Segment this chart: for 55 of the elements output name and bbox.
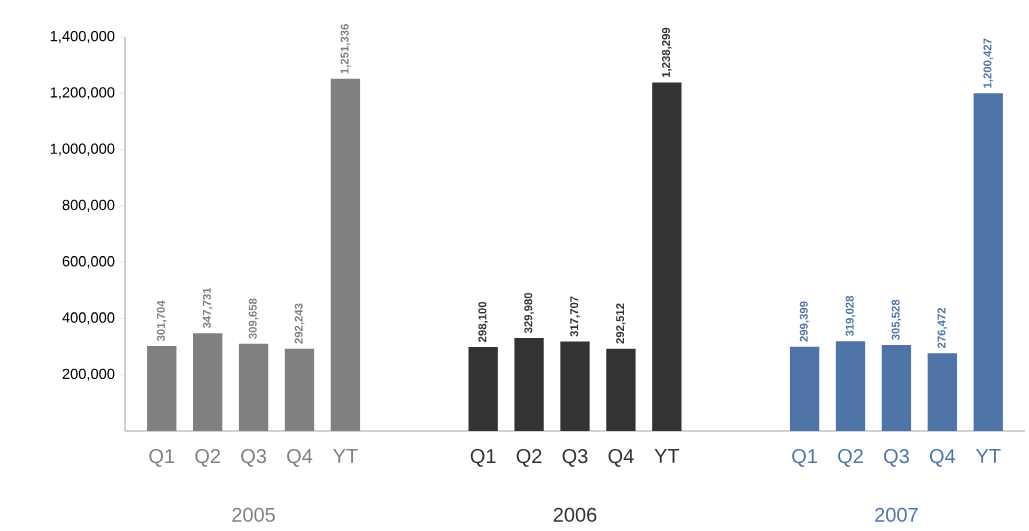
data-label: 317,707	[570, 296, 580, 337]
y-tick-label: 200,000	[62, 368, 115, 381]
x-tick-label: YT	[975, 449, 1001, 463]
data-label: 329,980	[524, 292, 534, 334]
data-label: 299,399	[799, 301, 810, 342]
data-label: 276,472	[937, 307, 948, 349]
text: 2005	[232, 507, 275, 522]
data-label: 292,243	[294, 303, 305, 344]
data-label: 1,238,299	[662, 27, 672, 78]
bar	[606, 348, 636, 431]
bar	[192, 333, 223, 431]
y-tick-label: 400,000	[62, 312, 115, 325]
bar	[514, 338, 544, 431]
bar	[927, 353, 958, 431]
bar	[284, 348, 315, 431]
data-label: 1,200,427	[983, 38, 994, 88]
x-tick-label: YT	[333, 449, 358, 463]
bar	[652, 82, 682, 431]
text: 2006	[553, 507, 597, 522]
y-tick-label: 1,400,000	[50, 30, 115, 44]
text: 2007	[875, 507, 918, 522]
x-tick-label: Q4	[929, 449, 956, 467]
y-tick-label: 800,000	[62, 199, 115, 212]
bar	[835, 341, 866, 431]
data-label: 305,528	[891, 299, 902, 341]
x-tick-label: Q3	[562, 449, 588, 467]
data-label: 319,028	[845, 295, 856, 337]
data-label: 347,731	[202, 287, 213, 329]
x-tick-label: Q3	[241, 449, 267, 467]
x-tick-label: Q1	[149, 449, 175, 467]
bar	[973, 93, 1003, 431]
x-tick-label: Q4	[608, 449, 634, 467]
bar	[238, 343, 269, 431]
data-label: 301,704	[156, 300, 167, 342]
bar	[560, 341, 590, 431]
x-tick-label: Q3	[884, 449, 909, 467]
bar	[881, 345, 912, 431]
x-tick-label: Q1	[792, 449, 817, 467]
x-tick-label: Q4	[287, 449, 313, 467]
x-tick-label: YT	[654, 449, 680, 463]
y-tick-label: 600,000	[62, 256, 115, 269]
data-label: 309,658	[248, 298, 259, 339]
data-label: 1,251,336	[340, 24, 351, 74]
x-tick-label: Q2	[516, 449, 542, 467]
x-tick-label: Q1	[470, 449, 496, 467]
data-label: 292,512	[616, 303, 626, 344]
data-label: 298,100	[478, 301, 488, 342]
x-tick-label: Q2	[195, 449, 220, 467]
bar	[468, 347, 498, 431]
y-tick-label: 1,200,000	[50, 87, 115, 100]
y-tick-label: 1,000,000	[50, 143, 115, 156]
x-tick-label: Q2	[838, 449, 863, 467]
bar	[789, 346, 820, 431]
bar	[330, 78, 361, 431]
bar	[147, 346, 177, 431]
